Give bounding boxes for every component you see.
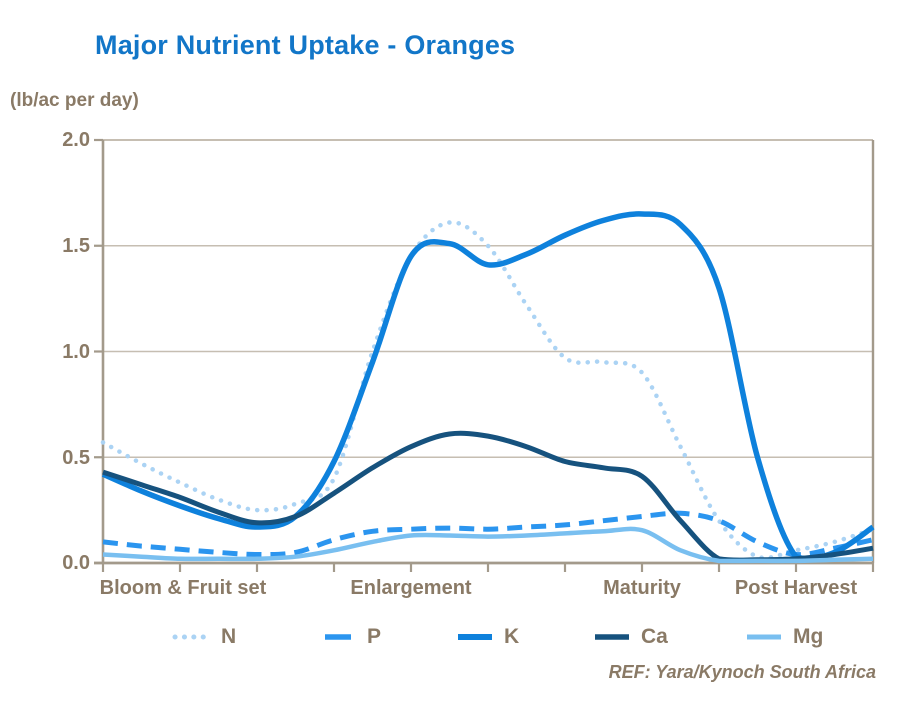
legend-label-ca: Ca: [641, 625, 668, 648]
x-axis-label-post-harvest: Post Harvest: [734, 577, 858, 599]
ca-series-swatch-icon: [595, 634, 629, 640]
x-axis-label-bloom-fruit-set: Bloom & Fruit set: [99, 577, 267, 599]
reference-text: REF: Yara/Kynoch South Africa: [608, 662, 876, 682]
legend-item-mg: Mg: [744, 624, 823, 650]
x-axis-label-maturity: Maturity: [603, 577, 681, 599]
k-series-swatch-icon: [458, 634, 492, 640]
legend-item-n: N: [172, 624, 236, 650]
y-tick-label-2-0: 2.0: [62, 129, 90, 151]
y-tick-label-1-0: 1.0: [62, 341, 90, 363]
y-tick-label-0-5: 0.5: [62, 447, 90, 469]
p-series-swatch-icon: [325, 634, 351, 640]
y-tick-label-1-5: 1.5: [62, 235, 90, 257]
legend-label-k: K: [504, 625, 520, 648]
series-line-n: [100, 220, 876, 561]
chart-title: Major Nutrient Uptake - Oranges: [95, 30, 516, 60]
legend-label-n: N: [221, 625, 237, 648]
legend-item-k: K: [455, 624, 519, 650]
legend-item-p: P: [318, 624, 381, 650]
series-line-p: [102, 510, 874, 558]
y-axis-unit-label: (lb/ac per day): [10, 90, 139, 111]
series-line-k: [101, 211, 875, 562]
y-tick-label-0-0: 0.0: [62, 552, 90, 574]
x-axis-label-enlargement: Enlargement: [350, 577, 472, 599]
n-series-swatch-icon: [172, 634, 212, 640]
legend-label-mg: Mg: [793, 625, 824, 648]
legend-label-p: P: [367, 625, 382, 648]
series-line-mg: [102, 526, 874, 564]
legend-item-ca: Ca: [592, 624, 668, 650]
mg-series-swatch-icon: [747, 634, 781, 640]
